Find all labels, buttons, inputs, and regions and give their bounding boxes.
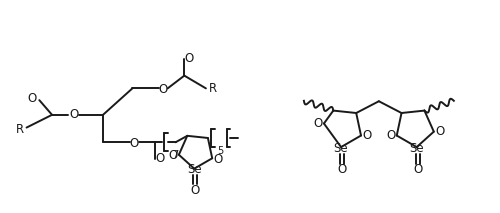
Text: R: R — [16, 123, 24, 136]
Text: O: O — [214, 153, 222, 166]
Text: 5: 5 — [218, 146, 224, 156]
Text: O: O — [69, 108, 78, 121]
Text: Se: Se — [334, 142, 348, 155]
Text: O: O — [158, 83, 168, 96]
Text: O: O — [184, 52, 194, 65]
Text: O: O — [168, 149, 177, 162]
Text: O: O — [435, 125, 444, 138]
Text: O: O — [190, 184, 200, 197]
Text: Se: Se — [187, 163, 202, 176]
Text: O: O — [155, 153, 164, 166]
Text: 7: 7 — [172, 150, 178, 160]
Text: O: O — [130, 137, 139, 150]
Text: R: R — [208, 82, 217, 95]
Text: O: O — [314, 117, 322, 130]
Text: O: O — [28, 92, 37, 105]
Text: O: O — [362, 129, 372, 142]
Text: O: O — [413, 163, 422, 176]
Text: O: O — [338, 163, 346, 176]
Text: Se: Se — [410, 142, 424, 155]
Text: O: O — [386, 129, 396, 142]
